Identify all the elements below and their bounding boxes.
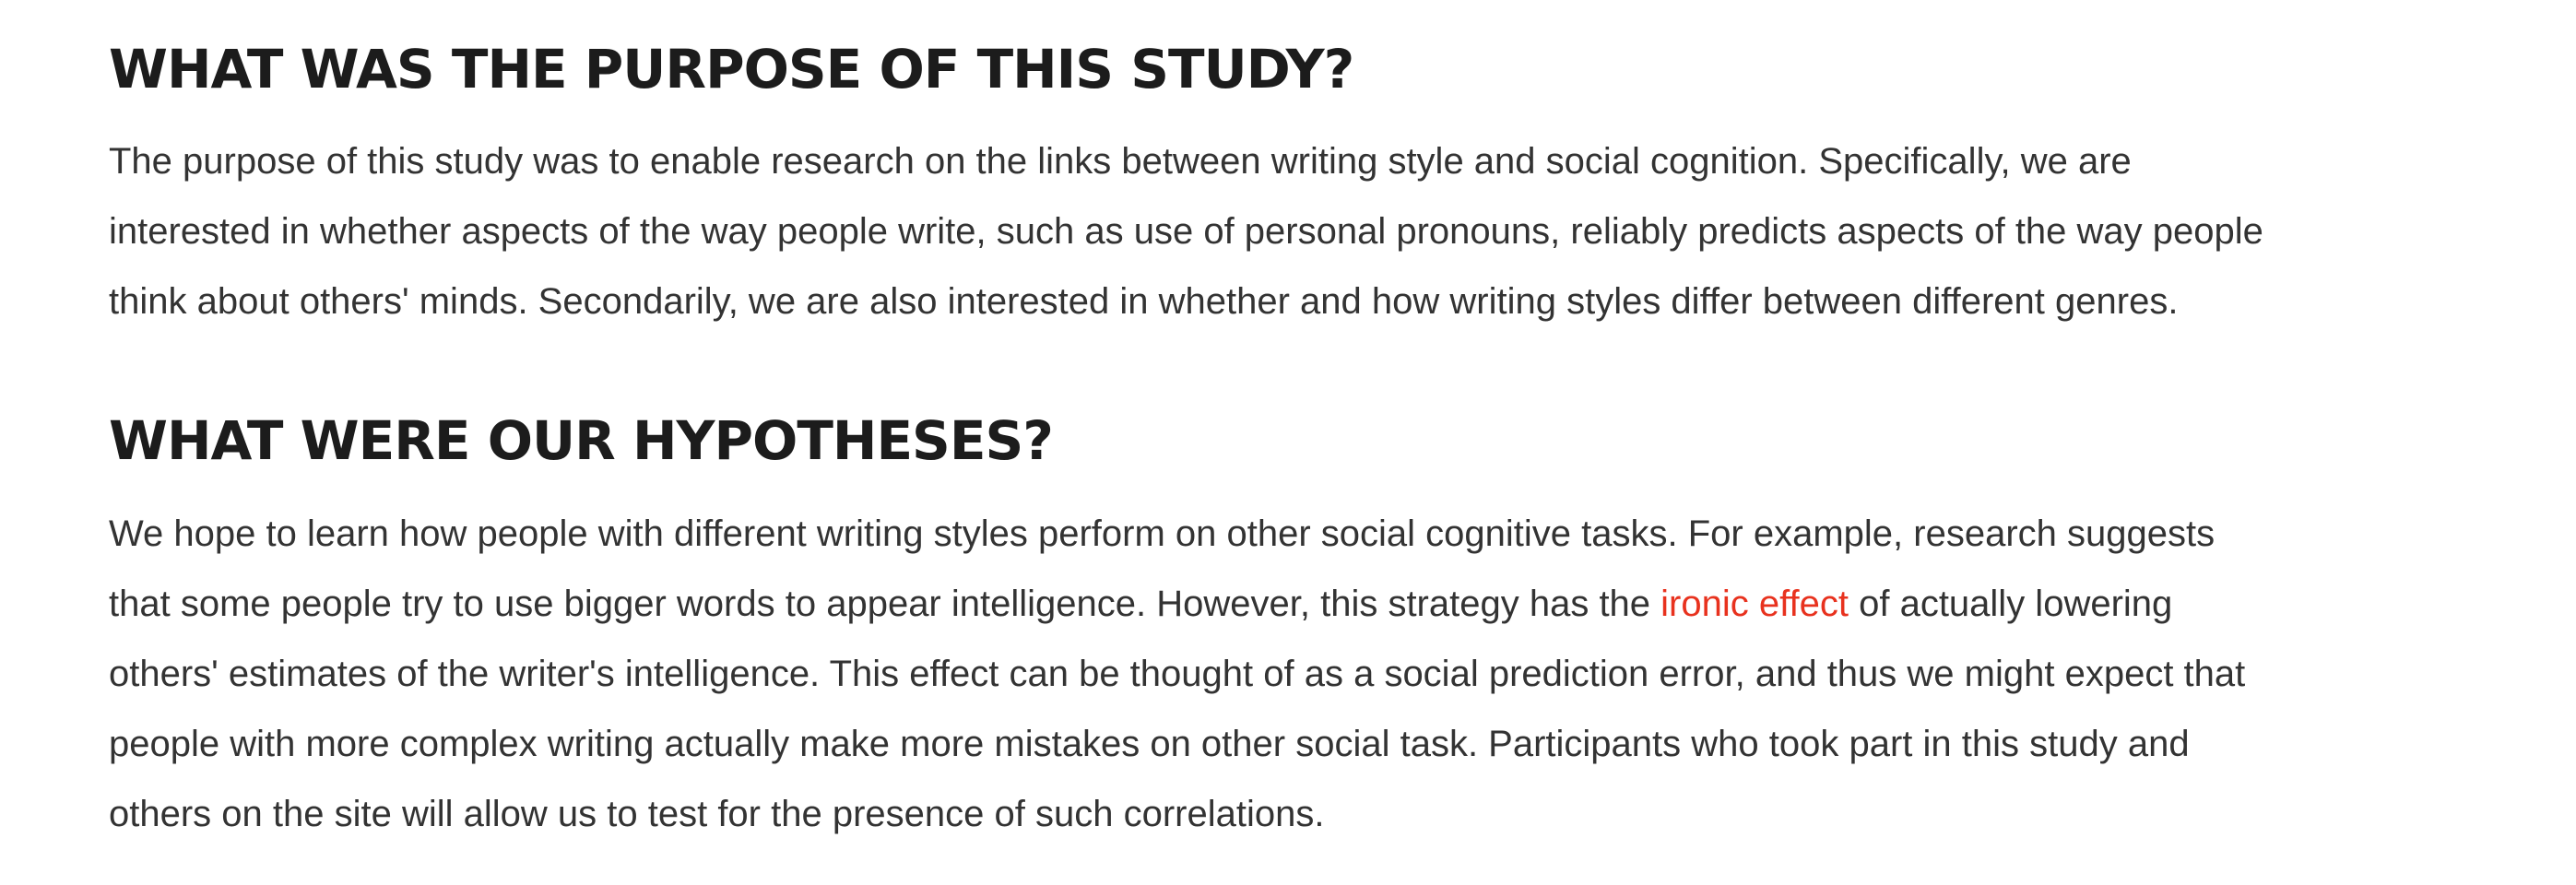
paragraph-line: The purpose of this study was to enable … — [109, 141, 2132, 182]
hypotheses-paragraph: We hope to learn how people with differe… — [109, 499, 2543, 849]
purpose-paragraph: The purpose of this study was to enable … — [109, 126, 2543, 336]
paragraph-line: people with more complex writing actuall… — [109, 724, 2190, 764]
paragraph-line: others' estimates of the writer's intell… — [109, 654, 2246, 694]
paragraph-line: others on the site will allow us to test… — [109, 794, 1325, 834]
paragraph-text: that some people try to use bigger words… — [109, 584, 1661, 624]
paragraph-line: interested in whether aspects of the way… — [109, 211, 2263, 252]
paragraph-line: We hope to learn how people with differe… — [109, 513, 2216, 554]
paragraph-text: of actually lowering — [1848, 584, 2173, 624]
paragraph-line: that some people try to use bigger words… — [109, 569, 2543, 639]
paragraph-line: think about others' minds. Secondarily, … — [109, 281, 2179, 322]
section-heading-purpose: WHAT WAS THE PURPOSE OF THIS STUDY? — [109, 38, 1354, 100]
section-heading-hypotheses: WHAT WERE OUR HYPOTHESES? — [109, 409, 1054, 472]
ironic-effect-link[interactable]: ironic effect — [1660, 584, 1849, 624]
